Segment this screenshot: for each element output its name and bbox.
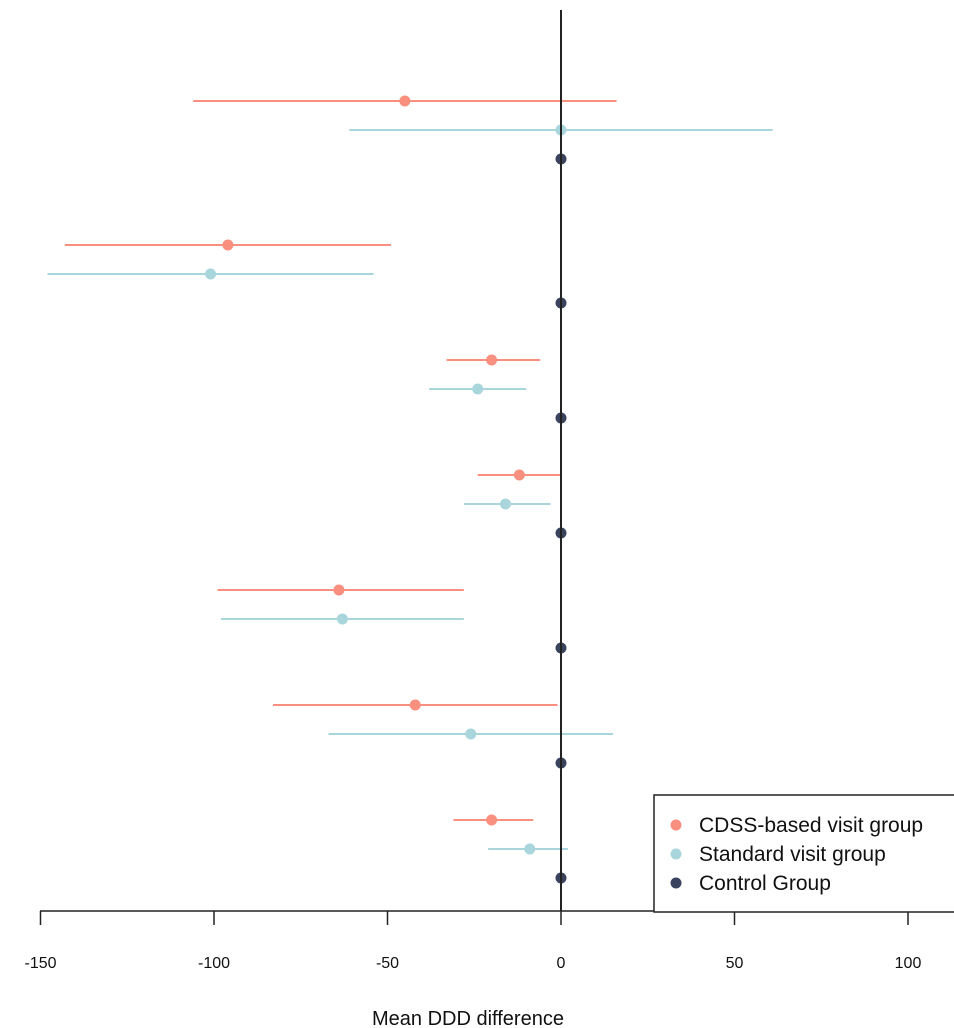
watermark-text: www.congrescn [617, 1020, 890, 1028]
x-tick-label-4: 50 [726, 955, 744, 972]
legend: CDSS-based visit group Standard visit gro… [653, 794, 954, 913]
legend-label-standard: Standard visit group [699, 843, 886, 866]
legend-marker-cdss [670, 819, 682, 831]
x-tick-label-0: -150 [24, 955, 56, 972]
legend-box [653, 794, 954, 913]
legend-label-cdss: CDSS-based visit group [699, 814, 923, 837]
x-axis-label: Mean DDD difference [372, 1008, 564, 1028]
legend-marker-standard [670, 848, 682, 860]
point-cdss-1 [399, 95, 411, 107]
legend-label-control: Control Group [699, 872, 831, 895]
point-cdss-7 [486, 814, 498, 826]
point-standard-5 [336, 613, 348, 625]
plot-marks [47, 95, 773, 884]
point-cdss-2 [222, 239, 234, 251]
point-standard-7 [524, 843, 536, 855]
point-cdss-3 [486, 354, 498, 366]
legend-marker-control [670, 877, 682, 889]
point-standard-3 [472, 383, 484, 395]
x-tick-label-1: -100 [198, 955, 230, 972]
point-standard-4 [499, 498, 511, 510]
x-axis: -150 -100 -50 0 50 100 [24, 10, 954, 972]
point-standard-2 [205, 268, 217, 280]
point-cdss-5 [333, 584, 345, 596]
x-tick-label-2: -50 [376, 955, 399, 972]
x-tick-label-5: 100 [895, 955, 922, 972]
point-cdss-4 [513, 469, 525, 481]
x-tick-label-3: 0 [557, 955, 566, 972]
point-standard-6 [465, 728, 477, 740]
point-cdss-6 [409, 699, 421, 711]
